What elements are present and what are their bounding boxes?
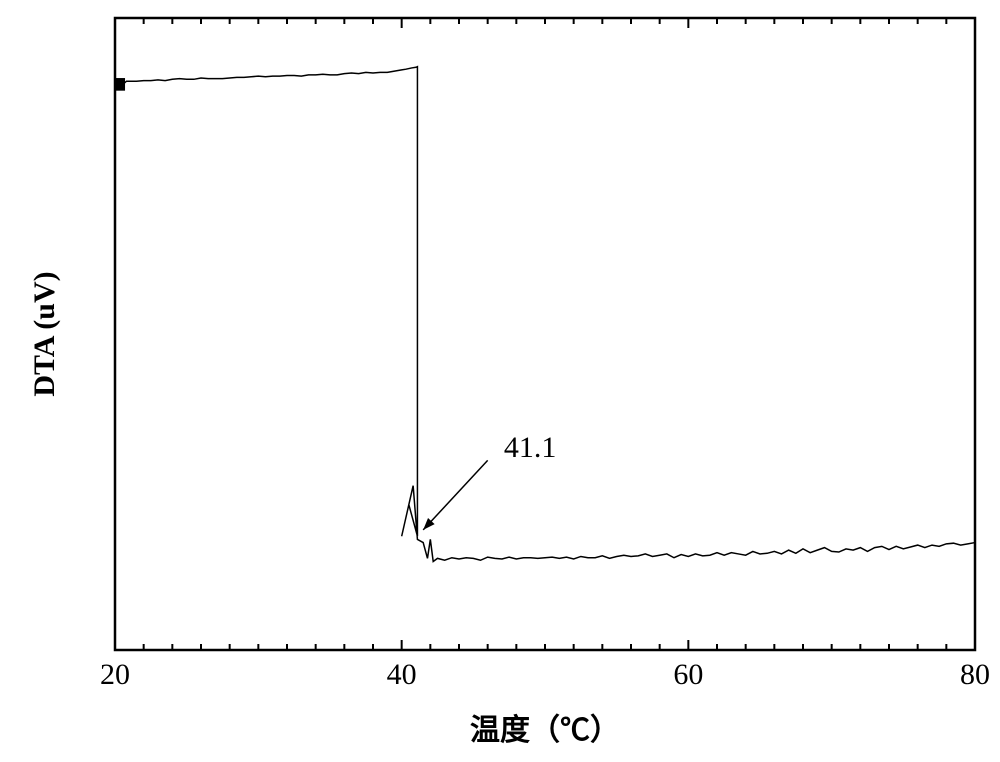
dta-chart: DTA (uV) 温度（℃） 41.1 20 40 60 80 (0, 0, 1000, 762)
chart-svg (0, 0, 1000, 762)
x-tick-label: 80 (960, 658, 990, 692)
y-axis-label: DTA (uV) (28, 271, 62, 396)
x-axis-label: 温度（℃） (470, 705, 620, 749)
x-tick-label: 40 (387, 658, 417, 692)
annotation-label: 41.1 (504, 431, 557, 465)
x-tick-label: 60 (673, 658, 703, 692)
x-tick-label: 20 (100, 658, 130, 692)
